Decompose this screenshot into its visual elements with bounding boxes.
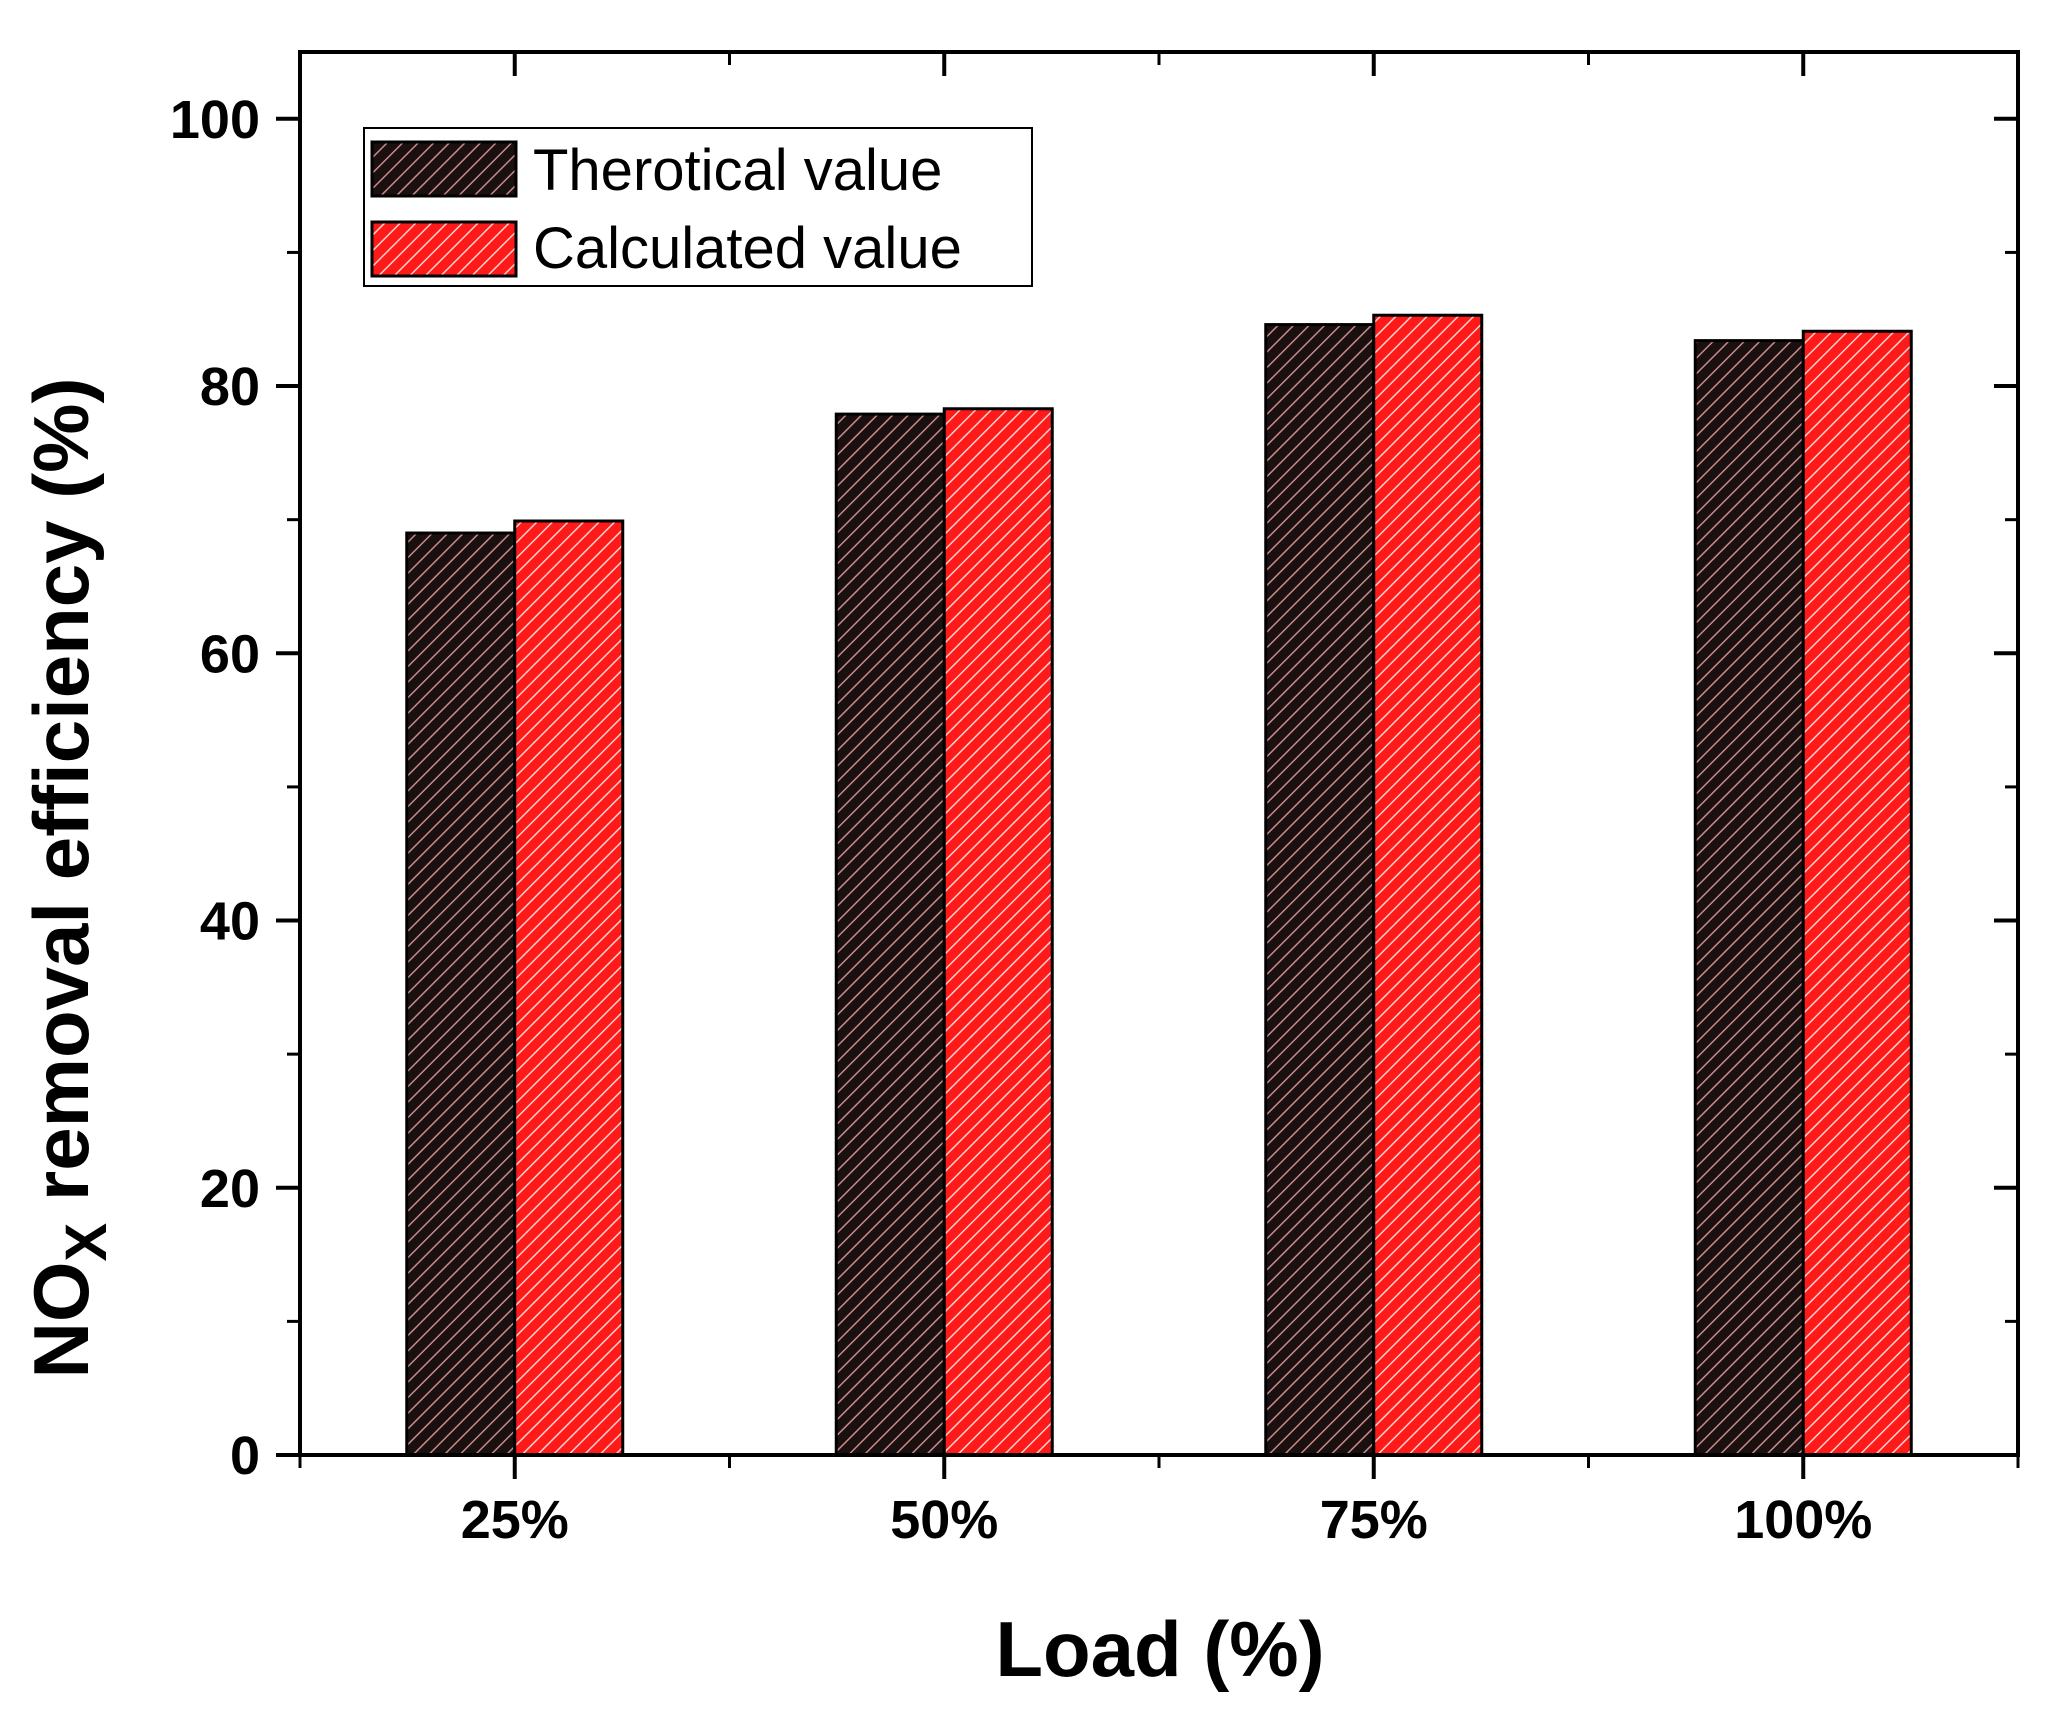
x-tick-label-50pct: 50% (890, 1490, 998, 1550)
y-tick-label-80: 80 (200, 357, 260, 417)
legend-swatch-therotical (370, 140, 518, 198)
legend-label-therotical: Therotical value (533, 138, 942, 203)
bar-calculated-75pct (1372, 313, 1484, 1457)
y-tick-label-40: 40 (200, 892, 260, 952)
y-tick-label-20: 20 (200, 1159, 260, 1219)
x-tick-label-25pct: 25% (461, 1490, 569, 1550)
bars-group (405, 313, 1913, 1457)
bar-therotical-75pct (1264, 323, 1376, 1457)
legend: Therotical value Calculated value (363, 127, 1033, 287)
bar-calculated-50pct (942, 407, 1054, 1457)
legend-label-calculated: Calculated value (533, 216, 962, 281)
y-tick-label-60: 60 (200, 624, 260, 684)
bar-therotical-100pct (1693, 339, 1805, 1457)
y-tick-label-100: 100 (170, 90, 260, 150)
axes-group: 0 20 40 60 80 100 25% 50% 75% 100% (170, 50, 2020, 1550)
bar-calculated-100pct (1801, 329, 1913, 1457)
x-axis-title: Load (%) (995, 1605, 1324, 1693)
bar-therotical-50pct (834, 412, 946, 1457)
bar-therotical-25pct (405, 531, 517, 1457)
legend-swatch-calculated (370, 220, 518, 278)
bar-calculated-25pct (513, 519, 625, 1457)
x-tick-label-75pct: 75% (1320, 1490, 1428, 1550)
y-tick-label-0: 0 (230, 1426, 260, 1486)
y-axis-title: NOX removal efficiency (%) (17, 377, 119, 1378)
x-tick-label-100pct: 100% (1734, 1490, 1872, 1550)
